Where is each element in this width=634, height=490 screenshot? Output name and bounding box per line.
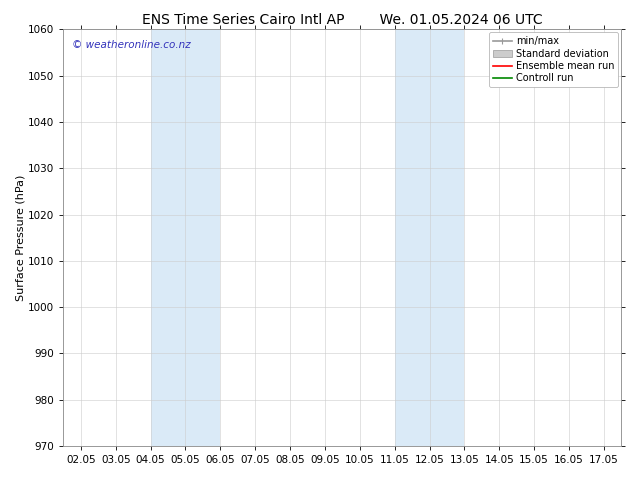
Bar [150,29,221,446]
Y-axis label: Surface Pressure (hPa): Surface Pressure (hPa) [15,174,25,301]
Bar [394,29,464,446]
Text: © weatheronline.co.nz: © weatheronline.co.nz [72,40,191,50]
Title: ENS Time Series Cairo Intl AP        We. 01.05.2024 06 UTC: ENS Time Series Cairo Intl AP We. 01.05.… [142,13,543,27]
Legend: min/max, Standard deviation, Ensemble mean run, Controll run: min/max, Standard deviation, Ensemble me… [489,32,618,87]
